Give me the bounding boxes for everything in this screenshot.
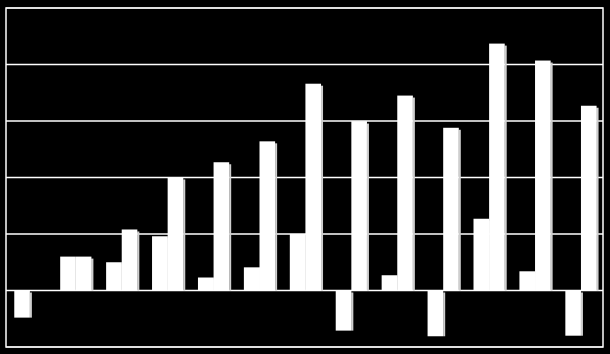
bar (473, 218, 490, 291)
bar (305, 83, 322, 291)
bar-side (229, 164, 232, 291)
bar (243, 267, 260, 291)
bar (14, 290, 30, 318)
bar-side (366, 123, 369, 291)
bar (443, 127, 459, 291)
bar-side (275, 143, 278, 291)
bar (75, 256, 92, 291)
bar-side (183, 179, 186, 291)
bar-side (351, 292, 354, 331)
bar-side (443, 292, 446, 337)
bar-side (29, 292, 32, 318)
bar (152, 236, 168, 291)
bar (489, 43, 505, 291)
bar (427, 290, 444, 337)
bar (259, 141, 276, 291)
bar (580, 105, 597, 291)
bar (106, 262, 122, 291)
bar (397, 95, 413, 291)
bar-side (412, 97, 415, 291)
bar-side (504, 45, 507, 291)
bar (289, 234, 306, 291)
bar (535, 60, 551, 291)
bar (519, 271, 536, 291)
bar (121, 229, 138, 291)
bar-side (550, 62, 553, 291)
bar-side (596, 107, 599, 291)
bar (60, 256, 76, 291)
bar-side (91, 258, 94, 291)
bar (565, 290, 581, 336)
bar (351, 121, 367, 291)
bar (381, 275, 398, 291)
bar-side (137, 231, 140, 291)
bar-side (580, 292, 583, 336)
bar (197, 277, 214, 291)
bar (167, 177, 184, 291)
bar (335, 290, 352, 331)
bar-side (458, 129, 461, 291)
bar-side (321, 85, 324, 291)
bar (213, 162, 230, 291)
